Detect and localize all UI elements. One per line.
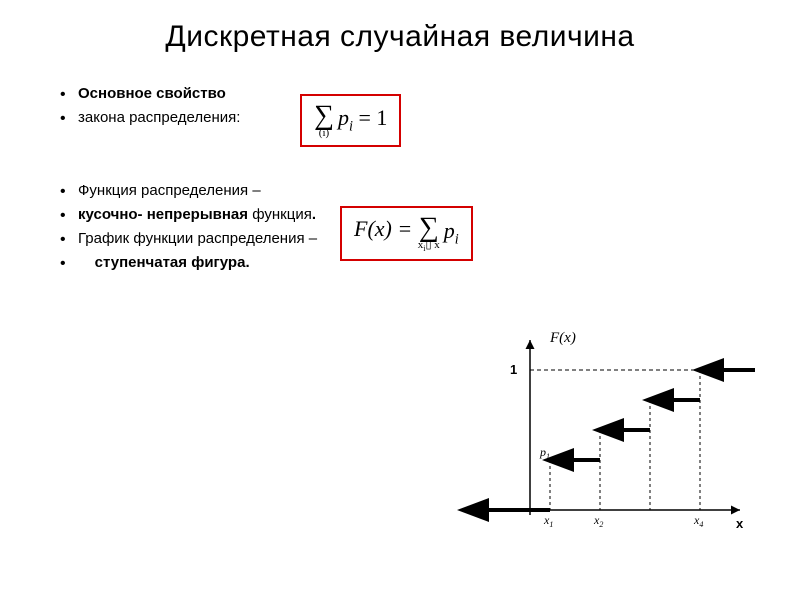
formula-1-sub: (i): [319, 128, 329, 139]
formula-2-box: F(x) = ∑ xi▯ x pi: [340, 206, 473, 261]
svg-text:p1: p1: [539, 445, 550, 461]
bullet-2b-dot: .: [312, 206, 316, 223]
svg-text:x: x: [736, 516, 744, 531]
bullet-list-2: Функция распределения – кусочно- непреры…: [60, 181, 340, 274]
bullet-3: График функции распределения –: [60, 229, 340, 249]
bullet-4: ступенчатая фигура.: [60, 253, 340, 273]
slide: Дискретная случайная величина Основное с…: [0, 0, 800, 600]
svg-text:x4: x4: [693, 513, 703, 529]
bullet-2a: Функция распределения –: [60, 181, 340, 201]
formula-2: F(x) = ∑ xi▯ x pi: [340, 206, 473, 261]
svg-text:x2: x2: [593, 513, 603, 529]
bullet-1b-text: закона распределения:: [78, 109, 240, 126]
formula-2-sub: xi▯ x: [418, 240, 440, 253]
bullet-2b-prefix: кусочно- непрерывная: [78, 206, 248, 223]
formula-1-box: ∑ (i) pi = 1: [300, 94, 401, 147]
bullet-1b: закона распределения:: [60, 108, 340, 128]
formula-2-lhs: F(x) =: [354, 216, 418, 241]
svg-text:1: 1: [510, 362, 517, 377]
bullet-1a-text: Основное свойство: [78, 85, 226, 102]
formula-1-eq: = 1: [353, 105, 387, 130]
slide-title: Дискретная случайная величина: [50, 20, 750, 54]
bullet-2a-text: Функция распределения –: [78, 182, 261, 199]
bullet-2b-suffix: функция: [252, 206, 312, 223]
left-column: Основное свойство закона распределения: …: [50, 84, 340, 278]
bullet-3-text: График функции распределения –: [78, 230, 317, 247]
step-chart: F(x)x1p1x1x2x4: [450, 330, 770, 560]
sigma-icon-2: ∑: [419, 214, 439, 242]
formula-2-body-sub: i: [455, 232, 459, 248]
bullet-4-text: ступенчатая фигура.: [95, 254, 250, 271]
formula-2-body: p: [444, 218, 455, 243]
bullet-2b: кусочно- непрерывная функция.: [60, 205, 340, 225]
bullet-list: Основное свойство закона распределения:: [60, 84, 340, 129]
sigma-icon: ∑: [314, 102, 334, 130]
svg-text:x1: x1: [543, 513, 553, 529]
bullet-1a: Основное свойство: [60, 84, 340, 104]
svg-text:F(x): F(x): [549, 330, 576, 346]
formula-1: ∑ (i) pi = 1: [300, 94, 401, 147]
formula-1-body: p: [338, 105, 349, 130]
